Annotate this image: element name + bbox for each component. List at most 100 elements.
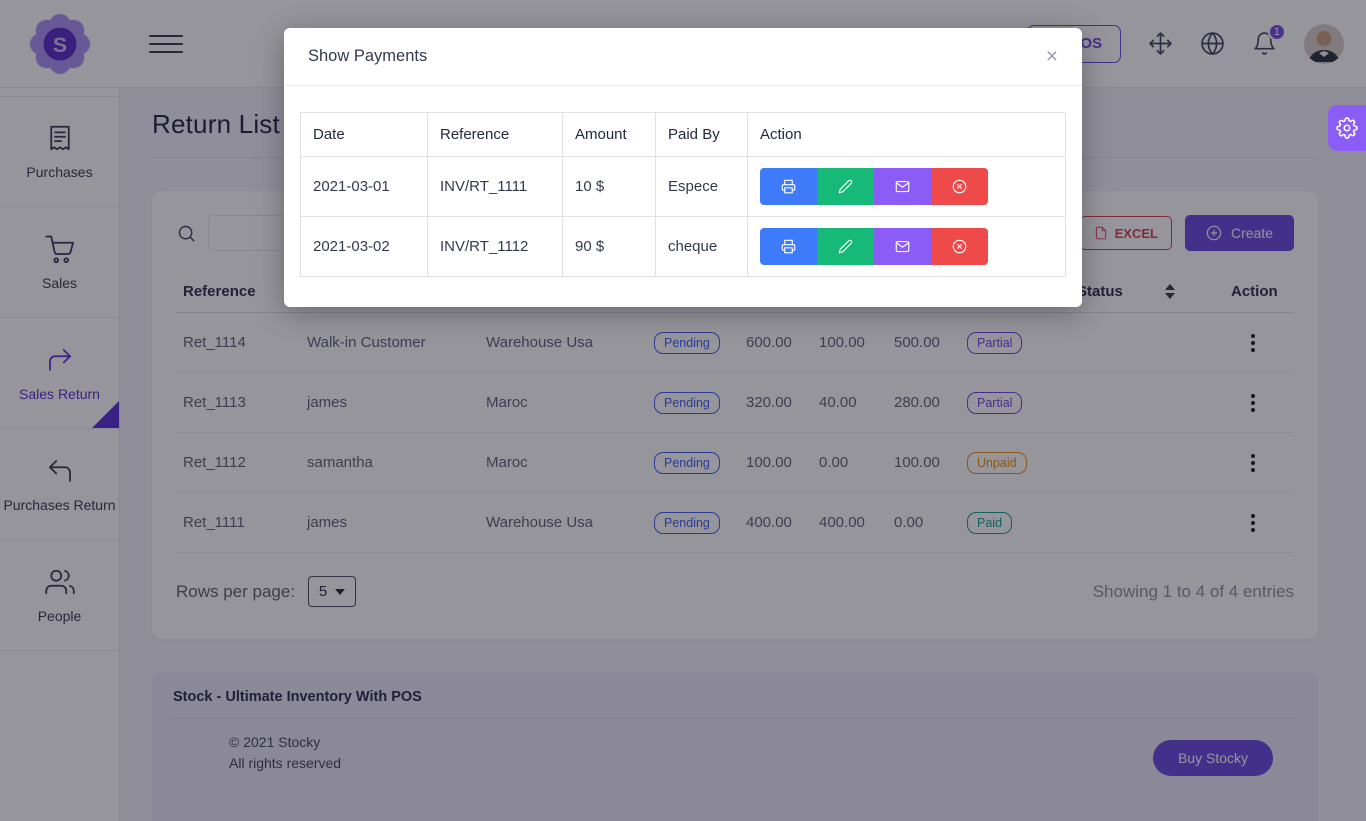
row-actions-menu-button[interactable] [1242,510,1264,536]
modal-title: Show Payments [308,47,428,65]
cell-grand-total: 320.00 [746,394,792,411]
create-button-label: Create [1230,225,1273,241]
theme-settings-button[interactable] [1328,105,1366,151]
print-payment-button[interactable] [760,228,817,265]
sidebar-item-label: People [37,607,82,624]
cell-reference: Ret_1112 [183,454,246,471]
cell-paid: 400.00 [819,514,865,531]
create-button[interactable]: Create [1184,215,1294,251]
page-title: Return List s [152,109,301,139]
row-actions-menu-button[interactable] [1242,390,1264,416]
show-payments-modal: Show Payments × Date Reference Amount Pa… [284,28,1082,307]
sidebar-item-people[interactable]: People [0,540,119,651]
sidebar-item-sales[interactable]: Sales [0,207,119,318]
cell-paid: 0.00 [819,454,849,471]
printer-icon [781,239,796,254]
cart-icon [44,235,74,263]
email-payment-button[interactable] [874,168,931,205]
notifications-bell-icon[interactable]: 1 [1252,23,1286,56]
cell-warehouse: Maroc [486,394,528,411]
sidebar-item-label: Sales Return [19,385,100,402]
print-payment-button[interactable] [760,168,817,205]
payment-status-badge: Unpaid [967,451,1027,474]
cell-due: 100.00 [894,454,940,471]
payment-reference: INV/RT_1112 [427,216,563,277]
sidebar-item-sales-return[interactable]: Sales Return [0,318,119,429]
footer-divider [173,718,1297,719]
modal-close-button[interactable]: × [1045,45,1058,68]
notification-count-badge: 1 [1267,23,1286,41]
payment-reference: INV/RT_1111 [427,156,563,217]
table-header-row: Reference Status Action [176,271,1294,313]
edit-payment-button[interactable] [817,228,874,265]
cell-grand-total: 600.00 [746,334,792,351]
pagination-bar: Rows per page: 5 Showing 1 to 4 of 4 ent… [176,576,1294,615]
table-row: Ret_1114 Walk-in Customer Warehouse Usa … [176,313,1294,373]
status-badge: Pending [654,511,720,534]
gear-icon [1336,117,1358,139]
payment-amount: 90 $ [562,216,656,277]
pencil-icon [838,179,853,194]
rows-per-page-select[interactable]: 5 [308,576,357,607]
delete-payment-button[interactable] [931,168,988,205]
x-circle-icon [952,239,967,254]
payments-header-reference: Reference [427,112,563,157]
language-globe-icon[interactable] [1200,31,1225,56]
receipt-icon [49,125,70,151]
payments-header-paid-by: Paid By [655,112,748,157]
svg-text:S: S [53,32,67,56]
column-header-reference[interactable]: Reference [183,283,256,300]
fullscreen-move-icon[interactable] [1148,31,1173,56]
payments-header-action: Action [747,112,1066,157]
search-icon [178,225,195,242]
printer-icon [781,179,796,194]
payment-row: 2021-03-01 INV/RT_1111 10 $ Espece [300,156,1066,217]
sidebar-item-label: Purchases [26,164,93,180]
edit-payment-button[interactable] [817,168,874,205]
file-icon [1095,226,1106,240]
payments-header-date: Date [300,112,428,157]
cell-reference: Ret_1114 [183,334,246,351]
row-actions-menu-button[interactable] [1242,450,1264,476]
pencil-icon [838,239,853,254]
status-badge: Pending [654,391,720,414]
footer-rights: All rights reserved [229,755,342,771]
email-payment-button[interactable] [874,228,931,265]
payment-paid-by: Espece [655,156,748,217]
footer-title: Stock - Ultimate Inventory With POS [173,689,422,705]
plus-circle-icon [1206,225,1222,241]
cell-grand-total: 100.00 [746,454,792,471]
buy-stocky-button[interactable]: Buy Stocky [1152,740,1273,776]
sidebar-item-label: Sales [41,274,78,291]
payments-header-amount: Amount [562,112,656,157]
rows-per-page-label: Rows per page: [176,581,296,601]
chevron-down-icon [335,588,346,595]
payments-table: Date Reference Amount Paid By Action 202… [300,112,1066,277]
cell-warehouse: Maroc [486,454,528,471]
table-row: Ret_1112 samantha Maroc Pending 100.00 0… [176,433,1294,493]
app-logo-icon[interactable]: S [29,13,91,75]
sidebar-item-purchases-return[interactable]: Purchases Return [0,429,119,540]
menu-toggle-icon[interactable] [149,29,183,59]
sidebar-item-purchases[interactable]: Purchases [0,96,119,207]
payment-date: 2021-03-02 [300,216,428,277]
column-header-action: Action [1231,283,1278,300]
status-badge: Pending [654,451,720,474]
sort-icon[interactable] [1164,284,1175,299]
x-circle-icon [952,179,967,194]
envelope-icon [895,240,910,253]
delete-payment-button[interactable] [931,228,988,265]
table-row: Ret_1113 james Maroc Pending 320.00 40.0… [176,373,1294,433]
cell-customer: samantha [307,454,373,471]
payment-status-badge: Paid [967,511,1013,534]
active-corner-marker [92,401,119,428]
user-avatar[interactable] [1304,23,1344,64]
payment-paid-by: cheque [655,216,748,277]
cell-customer: james [307,394,348,411]
row-actions-menu-button[interactable] [1242,330,1264,356]
cell-warehouse: Warehouse Usa [486,514,593,531]
people-icon [44,569,75,594]
cell-due: 280.00 [894,394,940,411]
status-badge: Pending [654,331,720,354]
column-header-payment-status[interactable]: Status [967,283,1204,300]
